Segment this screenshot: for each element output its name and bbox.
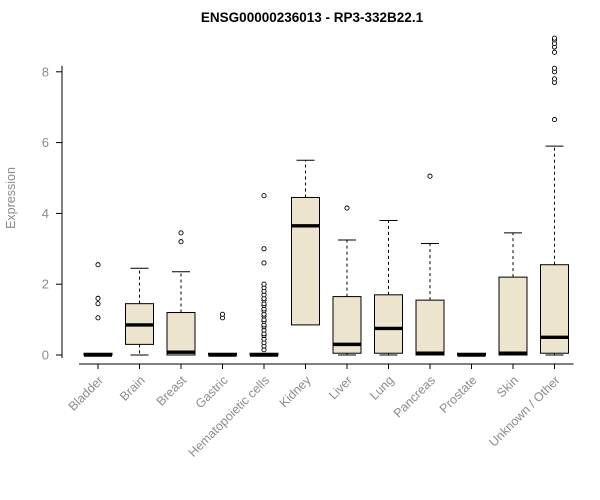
outlier-point [551,65,558,71]
box [291,196,320,326]
y-tick-label: 2 [42,277,49,292]
outlier-point [261,246,267,252]
outlier-point [261,193,267,199]
x-tick-label-kidney: Kidney [277,373,314,410]
y-tick-label: 8 [42,64,49,79]
boxplot-bladder [83,262,113,357]
x-tick-label-gastric: Gastric [193,373,231,411]
boxplot-lung [374,219,403,356]
boxplot-liver [332,205,362,356]
box [374,294,403,354]
y-tick-label: 6 [42,135,49,150]
outlier-point [95,301,101,307]
box [166,312,196,356]
x-tick-label-breast: Breast [154,373,190,409]
box [498,276,528,356]
x-tick-label-liver: Liver [326,373,355,402]
x-tick-label-hematopoietic-cells: Hematopoietic cells [186,373,273,460]
outlier-point [344,205,350,211]
chart-title: ENSG00000236013 - RP3-332B22.1 [201,10,424,25]
x-tick-label-brain: Brain [117,373,148,404]
y-axis: 0 2 4 6 8 [42,64,63,363]
boxes-layer [83,35,569,357]
outlier-point [95,315,101,321]
x-tick-label-bladder: Bladder [66,373,106,413]
boxplot-prostate [457,352,486,357]
outlier-point [551,49,558,55]
outlier-point [95,262,101,268]
outlier-point [261,260,267,266]
boxplot-pancreas [415,173,445,356]
y-tick-label: 4 [42,206,49,221]
box [415,299,445,356]
boxplot-hematopoietic-cells [249,193,279,357]
boxplot-gastric [208,311,237,357]
boxplot-kidney [291,159,320,326]
x-tick-label-pancreas: Pancreas [391,373,438,420]
boxplot-skin [498,232,528,356]
outlier-point [261,281,267,287]
x-tick-label-lung: Lung [367,373,397,403]
y-axis-label: Expression [4,167,18,229]
outlier-point [551,117,558,123]
outlier-point [427,173,433,179]
boxplot-unknown-other [540,35,569,356]
boxplot-breast [166,230,196,356]
outlier-point [178,239,184,245]
outlier-point [95,295,101,301]
x-tick-label-skin: Skin [494,373,521,400]
box [540,264,569,354]
x-tick-label-unknown-other: Unknown / Other [486,373,562,449]
x-tick-label-prostate: Prostate [437,373,480,416]
outlier-point [551,35,558,41]
outlier-point [178,230,184,236]
outlier-point [551,76,558,82]
outlier-point [219,311,226,317]
boxplot-brain [125,267,154,356]
y-tick-label: 0 [42,348,49,363]
